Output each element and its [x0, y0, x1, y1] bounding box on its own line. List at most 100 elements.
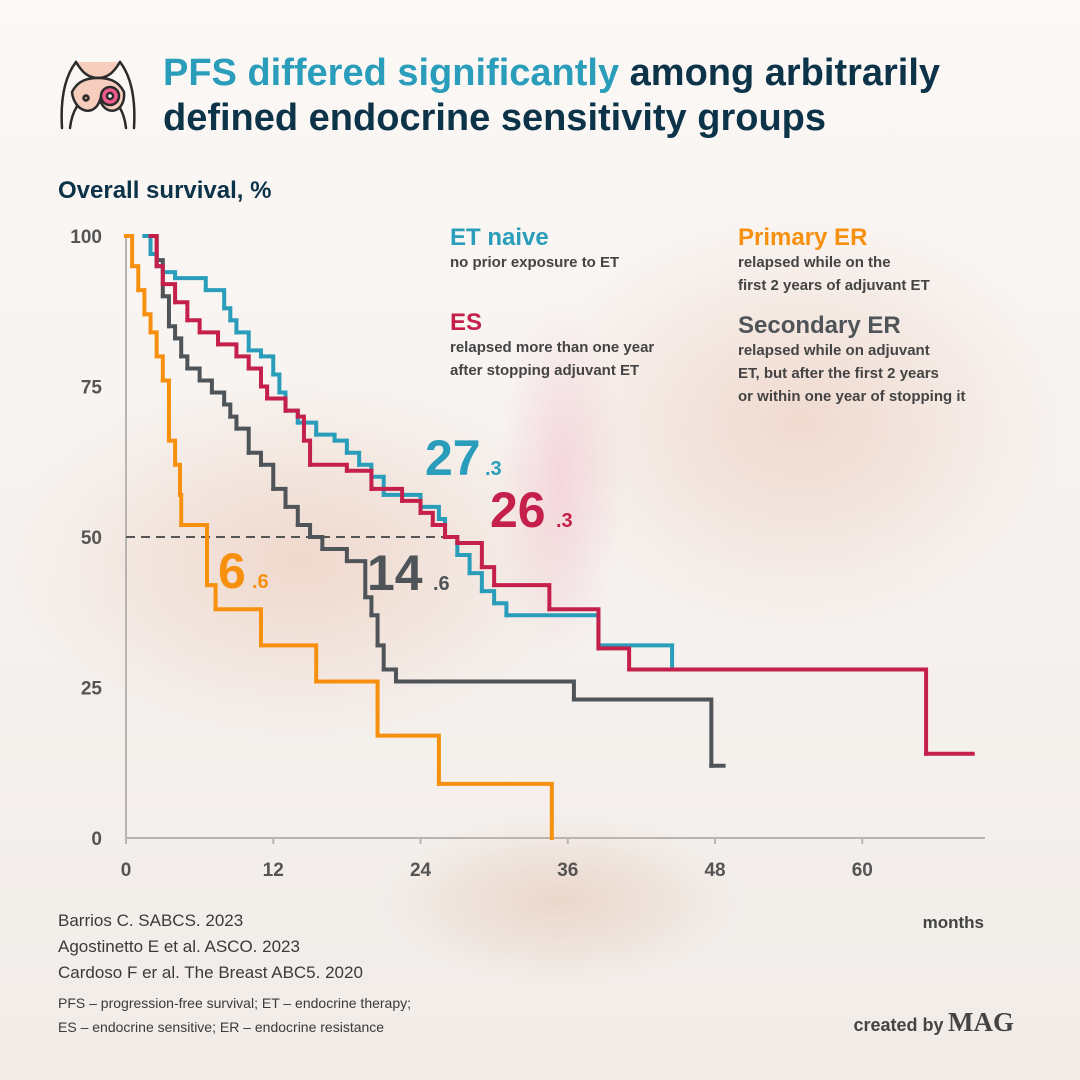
step-segment — [234, 426, 251, 455]
step-segment — [369, 486, 405, 503]
x-tick-label: 36 — [557, 860, 578, 881]
step-segment — [222, 306, 233, 323]
step-segment — [455, 553, 472, 576]
step-segment — [547, 607, 601, 651]
step-segment — [154, 264, 165, 287]
x-axis-label: months — [923, 913, 984, 932]
step-segment — [393, 679, 576, 702]
step-segment — [314, 679, 380, 738]
legend-description: first 2 years of adjuvant ET — [738, 277, 930, 294]
series-line — [142, 234, 676, 672]
step-segment — [504, 613, 601, 648]
legend-name: ET naive — [450, 224, 549, 251]
y-tick-label: 75 — [81, 378, 103, 399]
step-segment — [492, 583, 552, 612]
step-segment — [301, 438, 313, 467]
step-segment — [197, 378, 214, 395]
title: defined endocrine sensitivity groups — [163, 97, 826, 139]
step-segment — [154, 354, 165, 383]
step-segment — [209, 390, 227, 407]
legend-description: relapsed while on adjuvant — [738, 342, 930, 359]
step-segment — [369, 613, 380, 648]
step-segment — [246, 348, 263, 359]
y-tick-label: 25 — [81, 679, 103, 700]
step-segment — [246, 366, 263, 389]
step-segment — [320, 547, 349, 564]
step-segment — [344, 559, 368, 600]
step-segment — [142, 312, 153, 335]
step-segment — [234, 330, 251, 353]
step-segment — [179, 522, 209, 588]
step-segment — [173, 336, 184, 359]
step-segment — [492, 601, 509, 618]
source: Barrios C. SABCS. 2023 — [58, 911, 243, 930]
series-line — [148, 234, 975, 756]
step-segment — [418, 510, 435, 527]
step-segment — [308, 462, 349, 473]
step-segment — [455, 541, 484, 570]
median-major: 27 — [425, 430, 481, 486]
title: PFS differed significantly among arbitra… — [163, 52, 940, 94]
step-segment — [185, 366, 202, 383]
step-segment — [363, 595, 374, 618]
median-major: 14 — [367, 545, 423, 601]
step-segment — [130, 264, 141, 293]
y-axis-label: Overall survival, % — [58, 177, 271, 204]
step-segment — [197, 330, 221, 347]
step-segment — [479, 565, 497, 588]
step-segment — [381, 667, 398, 684]
median-major: 26 — [490, 482, 546, 538]
step-segment — [173, 276, 208, 293]
x-tick-label: 48 — [704, 860, 725, 881]
legend-description: or within one year of stopping it — [738, 388, 966, 405]
median-major: 6 — [218, 543, 246, 599]
series-line — [124, 234, 554, 840]
step-segment — [203, 288, 227, 311]
x-tick-label: 60 — [852, 860, 873, 881]
step-segment — [283, 504, 300, 527]
credit: created by MAG — [854, 1007, 1014, 1037]
title-part: among arbitrarily — [630, 52, 940, 94]
step-segment — [375, 643, 386, 672]
legend-description: ET, but after the first 2 years — [738, 365, 939, 382]
legend-description: relapsed while on the — [738, 254, 891, 271]
step-segment — [142, 234, 153, 257]
step-segment — [332, 438, 349, 455]
source: Agostinetto E et al. ASCO. 2023 — [58, 937, 300, 956]
step-segment — [173, 462, 182, 497]
step-segment — [627, 667, 929, 756]
step-segment — [375, 733, 441, 786]
credit-text: created by — [854, 1015, 944, 1035]
x-tick-label: 0 — [121, 860, 132, 881]
step-segment — [166, 324, 178, 341]
x-tick-label: 12 — [263, 860, 284, 881]
step-segment — [124, 234, 135, 269]
step-segment — [314, 432, 337, 443]
y-tick-label: 0 — [91, 829, 102, 850]
title-highlight: PFS differed significantly — [163, 52, 619, 94]
step-segment — [308, 535, 325, 552]
y-tick-label: 100 — [70, 227, 102, 248]
credit-brand: MAG — [948, 1007, 1014, 1037]
step-segment — [160, 282, 178, 305]
step-segment — [228, 414, 239, 431]
step-segment — [166, 438, 178, 467]
step-segment — [479, 589, 497, 606]
step-segment — [234, 354, 251, 371]
legend-name: ES — [450, 309, 482, 336]
step-segment — [136, 288, 147, 317]
legend-name: Secondary ER — [738, 312, 901, 339]
step-segment — [258, 354, 276, 377]
abbreviations: ES – endocrine sensitive; ER – endocrine… — [58, 1019, 384, 1035]
step-segment — [216, 342, 239, 359]
step-segment — [258, 643, 319, 684]
step-segment — [418, 504, 441, 521]
step-segment — [295, 420, 319, 437]
legend-description: after stopping adjuvant ET — [450, 362, 639, 379]
step-segment — [344, 450, 362, 467]
y-tick-label: 50 — [81, 528, 102, 549]
step-segment — [271, 372, 282, 395]
step-segment — [246, 450, 263, 467]
step-segment — [258, 384, 270, 401]
